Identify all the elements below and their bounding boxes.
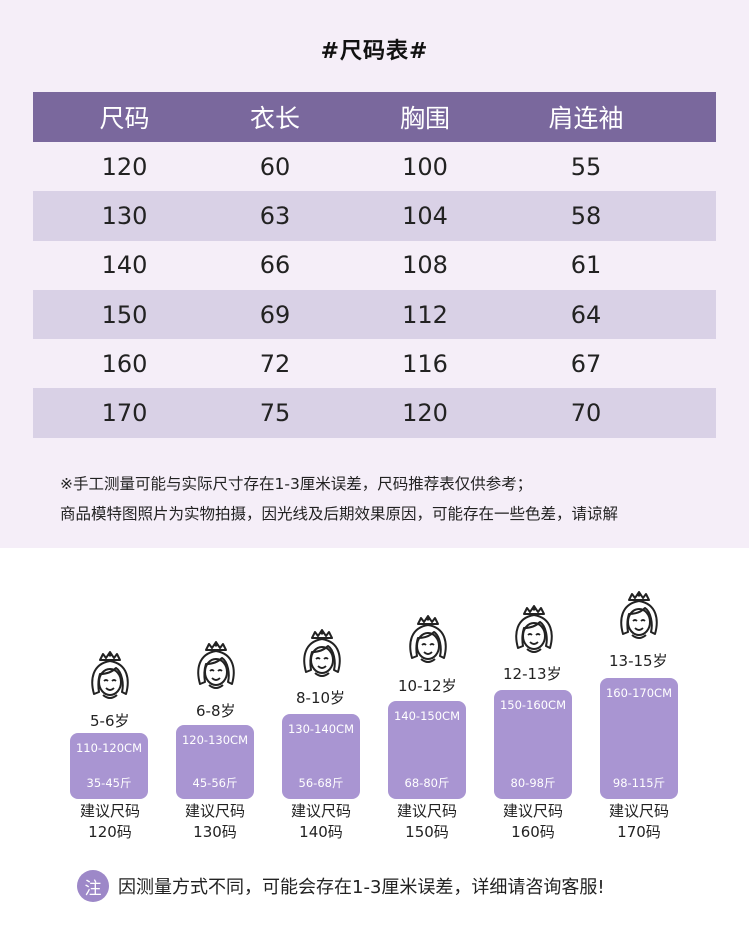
recommended-label: 建议尺码 [608, 802, 669, 820]
recommended-size: 建议尺码 170码 [594, 801, 684, 843]
height-range: 130-140CM [287, 722, 354, 736]
cell-length: 69 [259, 300, 291, 329]
cell-chest: 100 [402, 152, 448, 181]
size-card: 160-170CM 98-115斤 [600, 678, 678, 799]
size-chart-panel: #尺码表# 尺码 衣长 胸围 肩连袖 120 60 100 55 130 63 … [0, 0, 749, 548]
cell-chest: 116 [402, 349, 448, 378]
note-color: 商品模特图照片为实物拍摄，因光线及后期效果原因，可能存在一些色差，请谅解 [60, 505, 619, 523]
recommended-value: 170码 [617, 823, 661, 841]
recommended-value: 120码 [88, 823, 132, 841]
height-range: 120-130CM [181, 733, 248, 747]
girl-crown-face-icon [86, 650, 134, 706]
age-label: 6-8岁 [196, 702, 236, 720]
cell-sleeve: 61 [570, 251, 602, 280]
recommended-value: 160码 [511, 823, 555, 841]
cell-chest: 112 [402, 300, 448, 329]
recommended-size: 建议尺码 120码 [65, 801, 155, 843]
weight-range: 45-56斤 [192, 776, 238, 790]
table-row: 170 75 120 70 [33, 388, 716, 438]
cell-length: 66 [259, 251, 291, 280]
height-range: 140-150CM [393, 709, 460, 723]
footnote: 注 因测量方式不同，可能会存在1-3厘米误差，详细请咨询客服! [77, 870, 605, 902]
size-card: 110-120CM 35-45斤 [70, 733, 148, 799]
cell-length: 60 [259, 152, 291, 181]
recommended-label: 建议尺码 [502, 802, 563, 820]
table-row: 120 60 100 55 [33, 142, 716, 191]
recommended-value: 150码 [405, 823, 449, 841]
cell-size: 120 [101, 152, 148, 181]
footnote-text: 因测量方式不同，可能会存在1-3厘米误差，详细请咨询客服! [118, 877, 605, 898]
girl-crown-face-icon [298, 628, 346, 684]
weight-range: 56-68斤 [298, 776, 344, 790]
cell-chest: 120 [402, 399, 448, 428]
cell-size: 150 [101, 300, 148, 329]
header-sleeve: 肩连袖 [548, 104, 624, 133]
header-size: 尺码 [99, 104, 150, 133]
table-row: 150 69 112 64 [33, 289, 716, 340]
recommended-size: 建议尺码 160码 [488, 801, 578, 843]
recommended-label: 建议尺码 [79, 802, 140, 820]
cell-sleeve: 67 [570, 349, 602, 378]
girl-crown-face-icon [404, 614, 452, 670]
size-card: 140-150CM 68-80斤 [388, 701, 466, 799]
cell-size: 160 [101, 349, 148, 378]
height-range: 160-170CM [605, 686, 672, 700]
size-card: 120-130CM 45-56斤 [176, 725, 254, 799]
age-label: 5-6岁 [90, 712, 130, 730]
weight-range: 68-80斤 [404, 776, 450, 790]
recommended-label: 建议尺码 [290, 802, 351, 820]
header-length: 衣长 [249, 104, 300, 133]
table-row: 140 66 108 61 [33, 241, 716, 290]
recommended-size: 建议尺码 140码 [276, 801, 366, 843]
recommended-label: 建议尺码 [184, 802, 245, 820]
cell-length: 75 [259, 399, 291, 428]
size-card: 150-160CM 80-98斤 [494, 690, 572, 799]
cell-sleeve: 70 [570, 399, 602, 428]
age-label: 12-13岁 [503, 665, 562, 683]
age-label: 10-12岁 [398, 677, 457, 695]
note-measurement: ※手工测量可能与实际尺寸存在1-3厘米误差，尺码推荐表仅供参考； [60, 475, 533, 493]
girl-crown-face-icon [510, 604, 558, 660]
age-label: 8-10岁 [296, 689, 346, 707]
cell-chest: 104 [402, 201, 448, 230]
recommended-label: 建议尺码 [396, 802, 457, 820]
recommended-size: 建议尺码 130码 [170, 801, 260, 843]
recommended-size: 建议尺码 150码 [382, 801, 472, 843]
age-label: 13-15岁 [609, 652, 668, 670]
cell-chest: 108 [402, 251, 448, 280]
note-badge: 注 [77, 870, 109, 902]
cell-sleeve: 64 [570, 300, 602, 329]
cell-length: 72 [259, 349, 291, 378]
weight-range: 98-115斤 [612, 776, 666, 790]
height-range: 150-160CM [499, 698, 566, 712]
size-table: 尺码 衣长 胸围 肩连袖 120 60 100 55 130 63 104 58… [33, 92, 716, 438]
girl-crown-face-icon [615, 590, 663, 646]
cell-sleeve: 58 [570, 201, 602, 230]
cell-size: 130 [101, 201, 148, 230]
header-chest: 胸围 [399, 104, 450, 133]
recommended-value: 130码 [193, 823, 237, 841]
girl-crown-face-icon [192, 640, 240, 696]
page-title: #尺码表# [320, 39, 429, 64]
weight-range: 80-98斤 [510, 776, 556, 790]
table-row: 130 63 104 58 [33, 191, 716, 241]
recommended-value: 140码 [299, 823, 343, 841]
cell-length: 63 [259, 201, 291, 230]
height-range: 110-120CM [75, 741, 142, 755]
table-row: 160 72 116 67 [33, 339, 716, 388]
cell-size: 170 [101, 399, 148, 428]
table-header: 尺码 衣长 胸围 肩连袖 [33, 92, 716, 142]
size-card: 130-140CM 56-68斤 [282, 714, 360, 799]
cell-size: 140 [101, 251, 148, 280]
weight-range: 35-45斤 [86, 776, 132, 790]
cell-sleeve: 55 [570, 152, 602, 181]
